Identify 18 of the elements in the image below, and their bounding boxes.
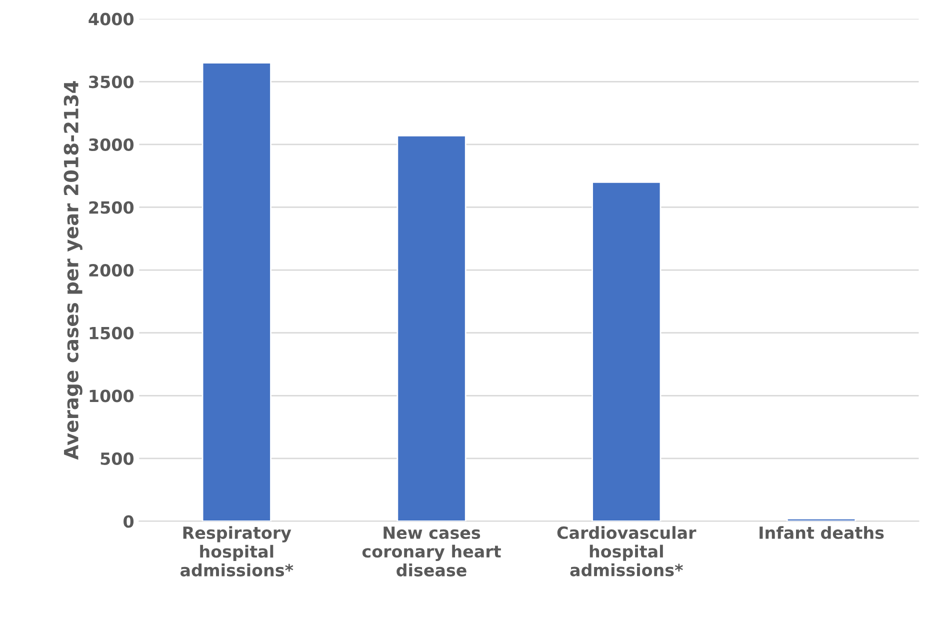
bar [396, 134, 466, 522]
x-tick-label: New cases coronary heart disease [362, 526, 501, 576]
x-tick-label: Infant deaths [760, 526, 884, 539]
y-tick-label: 0 [124, 515, 134, 528]
y-tick-label: 2500 [89, 201, 134, 214]
bar [592, 181, 662, 522]
x-tick-label: Cardiovascular hospital admissions* [557, 526, 696, 576]
x-tick-label: Respiratory hospital admissions* [180, 526, 294, 576]
y-tick-label: 500 [100, 452, 134, 466]
y-tick-label: 3000 [89, 138, 134, 152]
bar [786, 518, 856, 522]
y-tick-label: 1500 [90, 326, 134, 340]
y-tick-label: 1000 [90, 390, 134, 402]
y-tick-label: 3500 [89, 76, 134, 88]
bar [202, 62, 272, 522]
y-tick-label: 4000 [88, 12, 134, 26]
y-axis-title: Average cases per year 2018-2134 [64, 81, 82, 460]
y-tick-label: 2000 [89, 264, 134, 277]
